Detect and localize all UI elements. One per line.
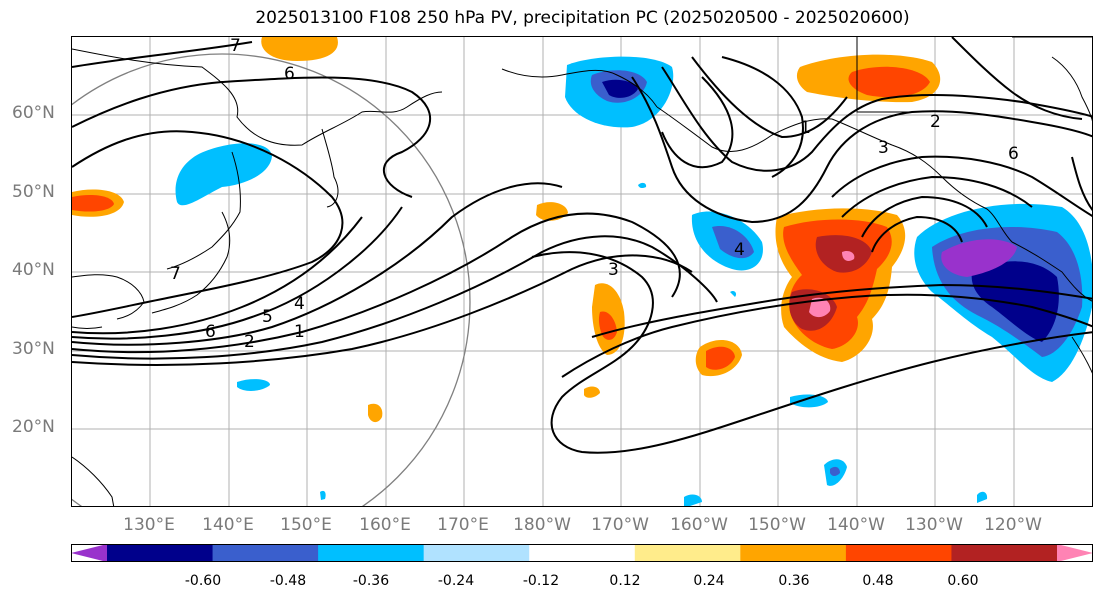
colorbar-cell <box>423 544 530 562</box>
lat-label: 40°N <box>12 260 55 280</box>
colorbar-tick-label: -0.24 <box>437 573 475 589</box>
map-plot-area: 7 6 7 6 5 4 1 2 3 1 2 3 4 6 <box>71 36 1093 507</box>
colorbar-tick-label: 0.36 <box>778 573 810 589</box>
colorbar-cell <box>1057 544 1093 562</box>
colorbar-cells <box>71 544 1093 562</box>
contour-label: 4 <box>294 294 305 314</box>
colorbar-tick-label: -0.48 <box>269 573 307 589</box>
lon-label: 170°E <box>437 515 489 535</box>
lon-label: 130°W <box>905 515 963 535</box>
contour-label: 3 <box>608 260 619 280</box>
lon-label: 170°W <box>591 515 649 535</box>
colorbar-tick-label: 0.48 <box>862 573 894 589</box>
lon-label: 160°W <box>670 515 728 535</box>
contour-label-group: 7 6 7 6 5 4 1 2 3 1 2 3 4 6 <box>170 37 1019 352</box>
colorbar <box>71 544 1093 562</box>
map-title: 2025013100 F108 250 hPa PV, precipitatio… <box>255 8 910 28</box>
colorbar-cell <box>845 544 952 562</box>
lon-label: 130°E <box>123 515 175 535</box>
lon-label: 140°E <box>202 515 254 535</box>
lon-label: 180°W <box>513 515 571 535</box>
pv-contours <box>72 37 1092 454</box>
colorbar-tick-label: -0.36 <box>352 573 390 589</box>
contour-label: 7 <box>230 37 241 56</box>
precip-positive-shading <box>72 37 941 423</box>
lon-label: 160°E <box>359 515 411 535</box>
contour-label: 1 <box>294 322 305 342</box>
contour-label: 5 <box>262 307 273 327</box>
colorbar-tick-label: 0.12 <box>609 573 641 589</box>
colorbar-cell <box>634 544 741 562</box>
colorbar-cell <box>71 544 107 562</box>
lat-label: 20°N <box>12 417 55 437</box>
contour-label: 4 <box>734 240 745 260</box>
colorbar-cell <box>212 544 319 562</box>
reference-circle <box>72 53 471 506</box>
lon-label: 140°W <box>827 515 885 535</box>
colorbar-tick-label: 0.60 <box>947 573 979 589</box>
colorbar-tick-label: -0.12 <box>522 573 560 589</box>
contour-label: 2 <box>244 332 255 352</box>
colorbar-tick-label: 0.24 <box>693 573 725 589</box>
contour-label: 3 <box>878 138 889 158</box>
lon-label: 150°E <box>280 515 332 535</box>
colorbar-cell <box>951 544 1058 562</box>
lon-label: 120°W <box>984 515 1042 535</box>
lat-label: 50°N <box>12 182 55 202</box>
colorbar-cell <box>740 544 847 562</box>
contour-label: 6 <box>284 64 295 84</box>
contour-label: 1 <box>800 118 811 138</box>
colorbar-tick-label: -0.60 <box>184 573 222 589</box>
contour-label: 2 <box>930 112 941 132</box>
contour-label: 7 <box>170 264 181 284</box>
colorbar-cell <box>107 544 214 562</box>
lat-label: 30°N <box>12 339 55 359</box>
contour-label: 6 <box>1008 144 1019 164</box>
map-canvas: 7 6 7 6 5 4 1 2 3 1 2 3 4 6 <box>72 37 1092 506</box>
contour-label: 6 <box>205 322 216 342</box>
precip-negative-shading <box>175 56 1092 506</box>
lon-label: 150°W <box>748 515 806 535</box>
colorbar-cell <box>529 544 636 562</box>
colorbar-cell <box>318 544 425 562</box>
lat-label: 60°N <box>12 103 55 123</box>
